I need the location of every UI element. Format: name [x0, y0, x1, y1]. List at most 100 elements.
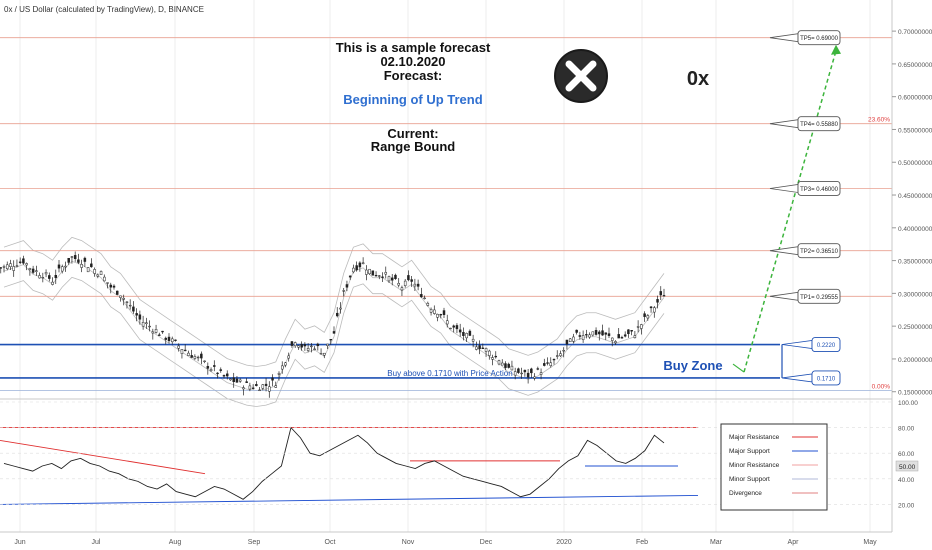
price-panel: 23.60% 0.00% TP5= 0.69000 TP4= 0.55880 TP3=… — [0, 30, 892, 407]
callout-pointer — [769, 184, 799, 193]
candle-body — [316, 343, 320, 347]
candle-body — [585, 334, 588, 336]
candle-body — [206, 366, 210, 369]
candle-body — [568, 338, 572, 343]
oscillator-line — [3, 426, 665, 500]
candle-body — [484, 348, 488, 352]
legend-entry-label: Major Resistance — [729, 434, 780, 441]
candle-body — [591, 331, 595, 336]
candle-body — [381, 276, 384, 278]
callout-box[interactable] — [797, 288, 841, 304]
callout-label: TP2= 0.36510 — [800, 249, 839, 255]
fib-level-label: 0.00% — [872, 383, 891, 390]
forecast-arrow-head — [831, 44, 841, 55]
callout-box[interactable] — [797, 243, 841, 259]
candle-body — [51, 281, 54, 285]
callout-box[interactable] — [797, 30, 841, 46]
price-axis[interactable]: 0.70000000 0.65000000 0.60000000 0.55000000… — [892, 29, 932, 397]
candle-body — [128, 304, 132, 307]
candle-body — [416, 283, 420, 287]
candle-body — [73, 255, 77, 259]
candle-body — [284, 362, 287, 366]
candle-body — [203, 360, 206, 362]
candle-body — [478, 345, 481, 350]
callout-label: 0.2220 — [817, 343, 836, 349]
candle-body — [649, 306, 653, 309]
annotation-line1: This is a sample forecast — [336, 40, 491, 55]
candle-body — [471, 338, 475, 342]
symbol-title: 0x / US Dollar (calculated by TradingVie… — [4, 5, 204, 14]
candle-body — [15, 265, 19, 267]
candle-body — [180, 349, 184, 354]
candle-body — [99, 271, 103, 276]
candle-body — [339, 307, 342, 310]
legend-entry-label: Major Support — [729, 448, 770, 455]
candle-body — [659, 291, 663, 296]
candle-body — [264, 383, 268, 386]
candle-body — [536, 368, 540, 370]
candle-body — [623, 334, 627, 337]
candle-body — [449, 327, 452, 330]
callout-label: TP1= 0.29555 — [800, 295, 839, 301]
callout-box[interactable] — [797, 181, 841, 196]
callout-pointer — [781, 373, 813, 383]
callout-pointer — [769, 291, 799, 301]
callout-pointer — [769, 33, 799, 43]
candle-body — [526, 372, 530, 378]
candle-body — [109, 284, 113, 288]
candle-body — [170, 338, 174, 343]
candle-body — [31, 268, 35, 273]
candle-body — [274, 385, 278, 388]
candle-body — [604, 332, 608, 335]
candle-body — [164, 337, 168, 340]
candle-body — [555, 355, 559, 357]
oscillator-value-label: 50.00 — [899, 464, 916, 471]
price-tick-label: 0.50000000 — [898, 160, 932, 167]
oscillator-tick-label: 20.00 — [898, 502, 915, 509]
candle-body — [2, 266, 6, 268]
oscillator-tick-label: 60.00 — [898, 451, 915, 458]
candle-body — [132, 306, 135, 312]
divergence-trendline — [0, 439, 206, 475]
candle-body — [413, 283, 417, 287]
time-tick-label: Sep — [248, 539, 261, 546]
candle-body — [25, 263, 28, 266]
candle-body — [455, 325, 459, 330]
oscillator-axis[interactable]: 100.00 80.00 60.00 40.00 20.00 50.00 — [0, 400, 918, 509]
candle-body — [627, 329, 630, 335]
candle-body — [543, 363, 546, 366]
candle-body — [601, 330, 604, 336]
callout-box[interactable] — [811, 370, 841, 386]
candle-body — [242, 387, 245, 390]
candle-body — [491, 357, 494, 360]
candle-body — [48, 275, 51, 279]
candle-body — [607, 333, 611, 336]
candle-body — [154, 329, 158, 333]
candle-body — [18, 261, 22, 263]
buy-zone-label: Buy Zone — [663, 358, 722, 373]
candle-body — [271, 377, 274, 381]
candle-body — [614, 341, 617, 344]
price-tick-label: 0.25000000 — [898, 324, 932, 331]
candle-body — [93, 269, 96, 274]
callout-box[interactable] — [811, 337, 841, 352]
candle-body — [177, 345, 180, 349]
candle-body — [306, 348, 310, 351]
candle-body — [510, 365, 514, 371]
time-axis[interactable]: Jun Jul Aug Sep Oct Nov Dec 2020 Feb Mar Apr May — [14, 539, 877, 546]
candle-body — [610, 337, 614, 341]
candle-body — [255, 384, 258, 387]
candle-body — [213, 365, 216, 367]
time-tick-label: Mar — [710, 539, 723, 546]
candle-body — [549, 362, 553, 366]
candle-body — [439, 314, 443, 316]
callout-box[interactable] — [797, 116, 841, 132]
time-tick-label: Oct — [325, 539, 336, 546]
candle-body — [394, 274, 397, 280]
candle-body — [323, 352, 326, 356]
callout-pointer — [769, 119, 799, 129]
candle-body — [303, 344, 307, 347]
candle-body — [578, 335, 582, 337]
candle-body — [280, 365, 284, 370]
candle-body — [151, 331, 155, 334]
